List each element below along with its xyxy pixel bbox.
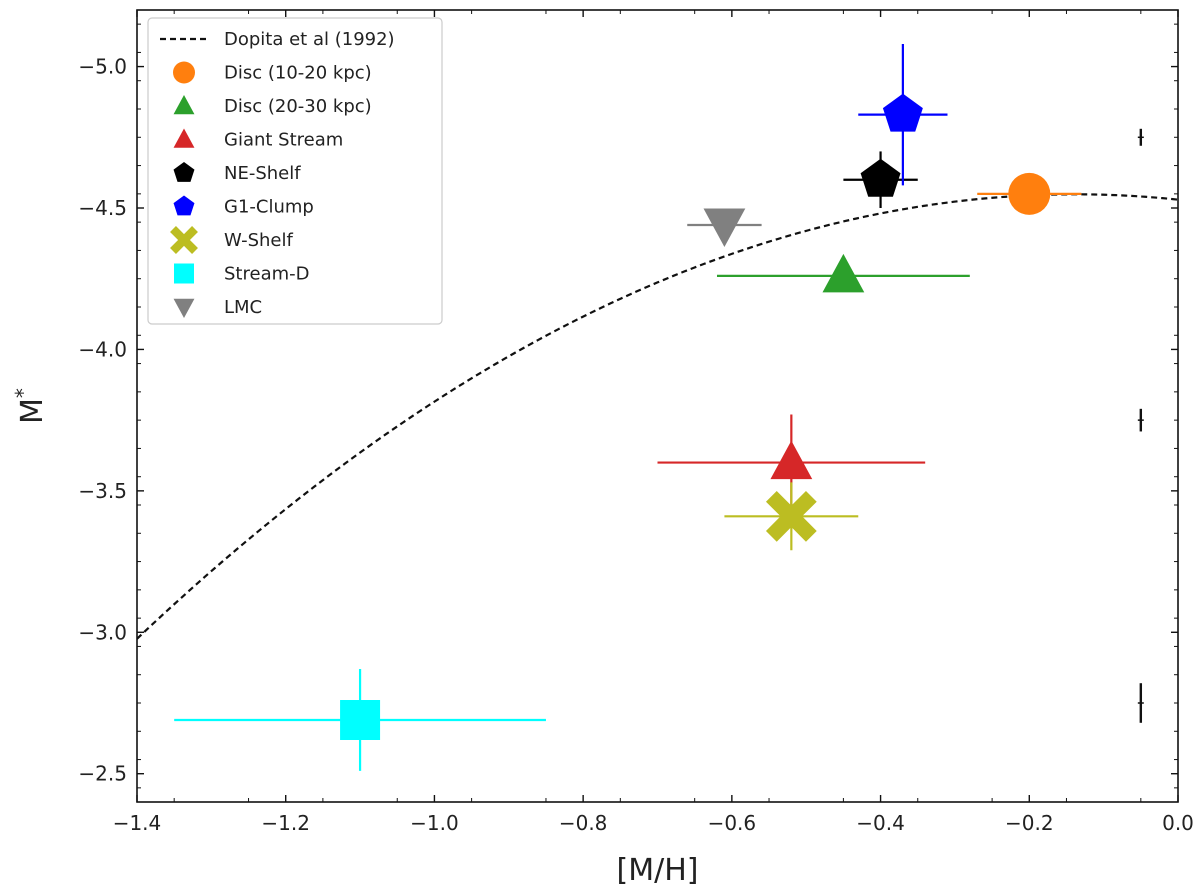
x-axis-label: [M/H] <box>617 853 699 888</box>
legend-swatch-g1-clump <box>173 195 195 216</box>
x-tick-label: 0.0 <box>1162 811 1194 835</box>
point-disc-10-20-kpc <box>1008 172 1051 215</box>
legend-label-disc-10-20-kpc: Disc (10-20 kpc) <box>224 63 372 84</box>
dopita-curve <box>137 193 1178 640</box>
x-tick-label: −0.6 <box>708 811 757 835</box>
legend-swatch-lmc <box>173 298 195 318</box>
legend-label-ne-shelf: NE-Shelf <box>224 163 301 184</box>
refbar-layer <box>1137 128 1144 723</box>
x-tick-label: −1.2 <box>261 811 310 835</box>
legend-swatch-disc-20-30-kpc <box>173 95 195 115</box>
legend-swatch-ne-shelf <box>173 162 195 182</box>
legend-box <box>147 17 443 325</box>
y-tick-label: −3.5 <box>78 479 127 503</box>
marker-layer <box>340 93 1051 740</box>
x-tick-label: −0.2 <box>1005 811 1054 835</box>
x-tick-label: −0.8 <box>559 811 608 835</box>
point-disc-20-30-kpc <box>822 253 865 293</box>
y-tick-label: −2.5 <box>78 762 127 786</box>
y-tick-label: −4.0 <box>78 337 127 361</box>
legend-label-lmc: LMC <box>224 297 262 318</box>
legend-label-g1-clump: G1-Clump <box>224 197 314 218</box>
point-ne-shelf <box>860 158 901 197</box>
legend-label-curve: Dopita et al (1992) <box>224 29 395 50</box>
x-tick-label: −1.0 <box>410 811 459 835</box>
y-tick-label: −5.0 <box>78 55 127 79</box>
legend-swatch-disc-10-20-kpc <box>173 61 195 84</box>
point-giant-stream <box>770 440 813 480</box>
legend-swatch-giant-stream <box>173 128 195 148</box>
curve-layer <box>137 193 1178 640</box>
legend: Dopita et al (1992) Disc (10-20 kpc) Disc … <box>147 17 443 325</box>
x-tick-label: −1.4 <box>113 811 162 835</box>
legend-label-stream-d: Stream-D <box>224 264 309 285</box>
legend-label-disc-20-30-kpc: Disc (20-30 kpc) <box>224 96 372 117</box>
y-tick-label: −4.5 <box>78 196 127 220</box>
legend-label-giant-stream: Giant Stream <box>224 130 343 151</box>
y-axis-label: M* <box>11 388 50 424</box>
x-tick-label: −0.4 <box>856 811 905 835</box>
point-stream-d <box>340 699 381 740</box>
point-w-shelf <box>765 490 817 542</box>
legend-label-w-shelf: W-Shelf <box>224 230 293 251</box>
point-lmc <box>703 208 746 247</box>
plot-frame <box>136 9 1179 803</box>
point-g1-clump <box>882 93 923 132</box>
legend-swatch-stream-d <box>174 263 194 284</box>
y-axis-ticks: −2.5 −3.0 −3.5 −4.0 −4.5 −5.0 <box>78 23 1178 789</box>
legend-swatch-w-shelf <box>170 226 198 254</box>
y-tick-label: −3.0 <box>78 620 127 644</box>
